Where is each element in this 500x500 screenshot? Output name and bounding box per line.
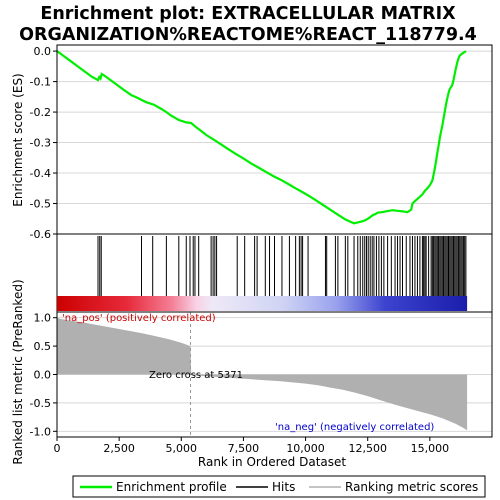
legend: Enrichment profile Hits Ranking metric s… bbox=[72, 475, 486, 498]
es-y-tick-label: -0.1 bbox=[30, 76, 51, 89]
es-y-tick-label: -0.3 bbox=[30, 137, 51, 150]
chart-title-line1: Enrichment plot: EXTRACELLULAR MATRIX bbox=[40, 4, 456, 24]
es-y-axis: 0.0 -0.1 -0.2 -0.3 -0.4 -0.5 -0.6 bbox=[30, 45, 57, 241]
zero-cross-label: Zero cross at 5371 bbox=[149, 370, 243, 381]
es-y-tick-label: -0.6 bbox=[30, 228, 51, 241]
rank-x-axis: 0 2,500 5,000 7,500 10,000 12,500 15,000 bbox=[54, 437, 450, 455]
rank-y-tick-label: 0.5 bbox=[34, 340, 52, 353]
rank-x-tick-label: 0 bbox=[54, 442, 61, 455]
rank-x-tick-label: 10,000 bbox=[286, 442, 325, 455]
neg-correlated-label: 'na_neg' (negatively correlated) bbox=[275, 422, 434, 433]
chart-title-line2: ORGANIZATION%REACTOME%REACT_118779.4 bbox=[19, 25, 477, 45]
rank-y-axis: 1.0 0.5 0.0 -0.5 -1.0 bbox=[30, 312, 57, 438]
legend-label-hits: Hits bbox=[272, 480, 295, 494]
legend-label-enrichment: Enrichment profile bbox=[116, 480, 227, 494]
rank-x-tick-label: 15,000 bbox=[411, 442, 450, 455]
es-y-tick-label: -0.2 bbox=[30, 106, 51, 119]
es-panel-bg bbox=[57, 45, 492, 234]
hit-marks bbox=[97, 236, 467, 296]
rank-y-tick-label: -0.5 bbox=[30, 397, 51, 410]
rank-panel: 1.0 0.5 0.0 -0.5 -1.0 0 2,500 5,000 7,500 10,000… bbox=[11, 279, 493, 469]
rank-y-tick-label: -1.0 bbox=[30, 425, 51, 438]
enrichment-profile-line bbox=[56, 50, 467, 225]
ranking-color-band bbox=[57, 296, 468, 311]
rank-y-tick-label: 1.0 bbox=[34, 312, 52, 325]
pos-correlated-label: 'na_pos' (positively correlated) bbox=[62, 313, 216, 324]
rank-y-tick-label: 0.0 bbox=[34, 369, 52, 382]
es-y-axis-label: Enrichment score (ES) bbox=[11, 73, 25, 206]
es-y-tick-label: -0.5 bbox=[30, 198, 51, 211]
hits-panel bbox=[56, 233, 493, 313]
rank-y-axis-label: Ranked list metric (PreRanked) bbox=[11, 279, 25, 464]
rank-x-tick-label: 5,000 bbox=[166, 442, 198, 455]
legend-box bbox=[72, 475, 486, 498]
rank-x-tick-label: 2,500 bbox=[103, 442, 135, 455]
es-y-tick-label: -0.4 bbox=[30, 167, 51, 180]
ranking-metric-area bbox=[57, 317, 468, 431]
es-panel: 0.0 -0.1 -0.2 -0.3 -0.4 -0.5 -0.6 Enrichment s… bbox=[11, 44, 493, 241]
rank-x-axis-label: Rank in Ordered Dataset bbox=[198, 455, 346, 469]
legend-label-ranking: Ranking metric scores bbox=[345, 480, 478, 494]
rank-x-tick-label: 7,500 bbox=[228, 442, 260, 455]
rank-x-tick-label: 12,500 bbox=[348, 442, 387, 455]
es-y-tick-label: 0.0 bbox=[34, 45, 52, 58]
